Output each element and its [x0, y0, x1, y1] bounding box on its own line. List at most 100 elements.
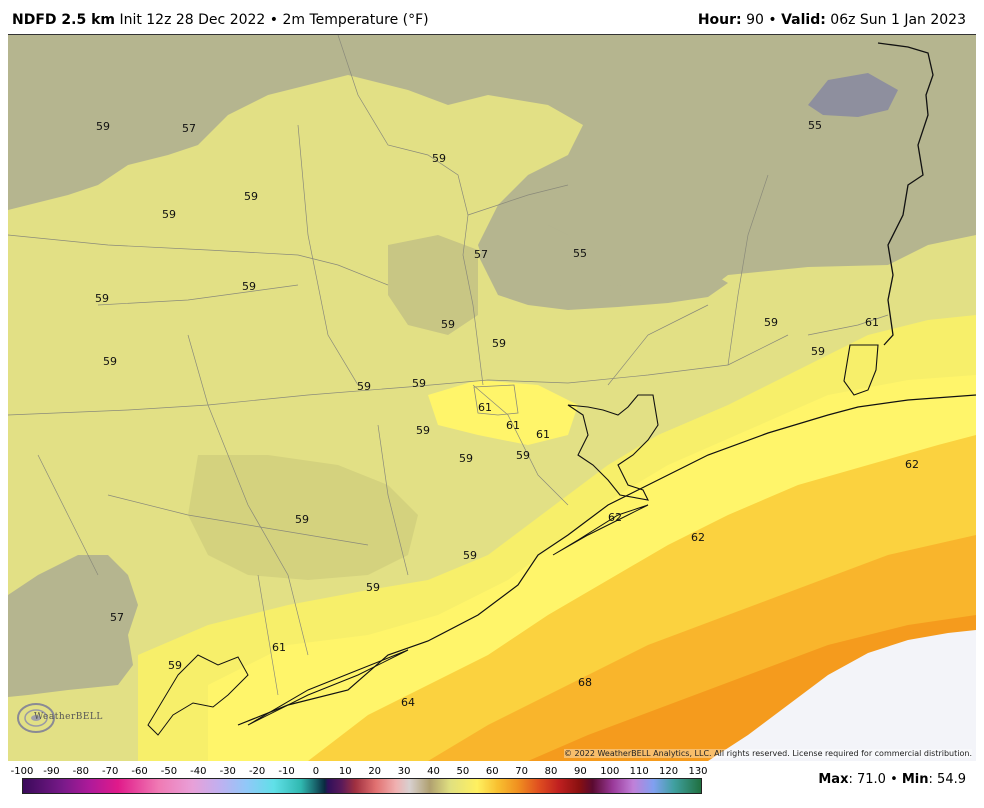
- header: NDFD 2.5 km Init 12z 28 Dec 2022 • 2m Te…: [0, 0, 984, 34]
- temp-label: 59: [366, 581, 380, 594]
- temp-label: 59: [244, 190, 258, 203]
- temp-label: 59: [242, 280, 256, 293]
- temp-label: 59: [103, 355, 117, 368]
- temp-label: 59: [412, 377, 426, 390]
- warm-region-city: [428, 380, 578, 445]
- cool-region-center: [388, 235, 478, 335]
- color-legend: -100 -90 -80 -70 -60 -50 -40 -30 -20 -10 0 10 20 30 40…: [0, 762, 984, 808]
- max-label: Max: [818, 772, 849, 787]
- copyright-notice: © 2022 WeatherBELL Analytics, LLC. All r…: [564, 749, 972, 758]
- state-boundary: [877, 42, 934, 346]
- temp-label: 59: [764, 316, 778, 329]
- temp-label: 59: [463, 549, 477, 562]
- valid-time-info: Hour: 90 • Valid: 06z Sun 1 Jan 2023: [698, 12, 966, 28]
- logo-swirl-icon: [17, 703, 55, 733]
- min-value: 54.9: [937, 772, 966, 787]
- title-separator: •: [269, 12, 279, 28]
- temp-label: 59: [492, 337, 506, 350]
- mid-region: [188, 455, 418, 580]
- city-outline: [473, 384, 519, 416]
- legend-tick: 50: [456, 766, 470, 777]
- valid-separator: •: [768, 12, 777, 28]
- cool-region-north: [8, 35, 976, 307]
- legend-ticks: -100 -90 -80 -70 -60 -50 -40 -30 -20 -10 0 10 20 30 40…: [0, 766, 984, 778]
- temp-label: 59: [295, 513, 309, 526]
- temp-label: 59: [168, 659, 182, 672]
- min-label: Min: [901, 772, 929, 787]
- model-name: NDFD 2.5 km: [12, 12, 115, 28]
- legend-tick: 60: [485, 766, 499, 777]
- temp-label: 57: [110, 611, 124, 624]
- temp-label: 59: [516, 449, 530, 462]
- temperature-map[interactable]: 59 57 59 59 59 59 59 59 57 55 55 59 59 5…: [8, 35, 976, 761]
- max-value: 71.0: [856, 772, 886, 787]
- temp-label: 59: [441, 318, 455, 331]
- legend-tick: 10: [338, 766, 352, 777]
- hour-label: Hour:: [697, 12, 742, 28]
- legend-tick: 30: [397, 766, 411, 777]
- temp-label: 59: [416, 424, 430, 437]
- valid-value: 06z Sun 1 Jan 2023: [830, 12, 966, 28]
- cool-region-southwest: [8, 555, 138, 697]
- legend-tick: -80: [72, 766, 89, 777]
- legend-tick: -30: [219, 766, 236, 777]
- legend-tick: 110: [629, 766, 649, 777]
- legend-tick: 80: [544, 766, 558, 777]
- temperature-labels: 59 57 59 59 59 59 59 59 57 55 55 59 59 5…: [95, 119, 919, 709]
- county-boundaries: [8, 35, 889, 696]
- temp-label: 62: [905, 458, 919, 471]
- missing-data-area: [708, 630, 976, 761]
- max-min-stats: Max: 71.0 • Min: 54.9: [818, 772, 966, 787]
- cool-pocket: [808, 73, 898, 117]
- lake-outline: [843, 344, 879, 396]
- legend-tick: 0: [312, 766, 320, 777]
- legend-tick: -100: [10, 766, 34, 777]
- hour-value: 90: [746, 12, 764, 28]
- init-time: Init 12z 28 Dec 2022: [119, 12, 266, 28]
- legend-tick: 120: [659, 766, 679, 777]
- temp-label: 62: [691, 531, 705, 544]
- temp-label: 57: [474, 248, 488, 261]
- temp-label: 59: [811, 345, 825, 358]
- map-title: NDFD 2.5 km Init 12z 28 Dec 2022 • 2m Te…: [12, 12, 429, 28]
- weatherbell-logo: WeatherBELL: [14, 697, 104, 739]
- legend-tick: -50: [160, 766, 178, 777]
- temp-label: 61: [865, 316, 879, 329]
- temp-label: 55: [808, 119, 822, 132]
- legend-tick: 100: [600, 766, 620, 777]
- legend-tick: 20: [368, 766, 382, 777]
- temp-label: 59: [95, 292, 109, 305]
- parameter-name: 2m Temperature (°F): [282, 12, 429, 28]
- temp-label: 59: [357, 380, 371, 393]
- legend-tick: 90: [574, 766, 587, 777]
- legend-tick: 40: [427, 766, 440, 777]
- temp-label: 55: [573, 247, 587, 260]
- temp-label: 59: [432, 152, 446, 165]
- legend-tick: 70: [515, 766, 529, 777]
- valid-label: Valid:: [781, 12, 826, 28]
- temp-label: 61: [272, 641, 286, 654]
- temp-label: 61: [478, 401, 492, 414]
- west-bay-outline: [147, 654, 249, 736]
- legend-tick: -40: [190, 766, 207, 777]
- temp-label: 61: [506, 419, 520, 432]
- legend-tick: -60: [131, 766, 148, 777]
- temp-label: 68: [578, 676, 592, 689]
- temp-label: 64: [401, 696, 415, 709]
- temp-label: 59: [96, 120, 110, 133]
- logo-text: WeatherBELL: [34, 712, 103, 722]
- legend-tick: -20: [248, 766, 266, 777]
- temp-label: 62: [608, 511, 622, 524]
- legend-tick: 130: [688, 766, 708, 777]
- cool-region-east: [478, 225, 728, 310]
- legend-tick: -10: [278, 766, 295, 777]
- island-outline: [552, 504, 649, 556]
- legend-tick: -90: [43, 766, 60, 777]
- map-panel[interactable]: 59 57 59 59 59 59 59 59 57 55 55 59 59 5…: [8, 34, 976, 761]
- temp-label: 59: [459, 452, 473, 465]
- peninsula-outline: [247, 649, 409, 726]
- legend-colorbar: [22, 778, 702, 794]
- legend-tick: -70: [102, 766, 119, 777]
- temp-label: 59: [162, 208, 176, 221]
- temp-label: 61: [536, 428, 550, 441]
